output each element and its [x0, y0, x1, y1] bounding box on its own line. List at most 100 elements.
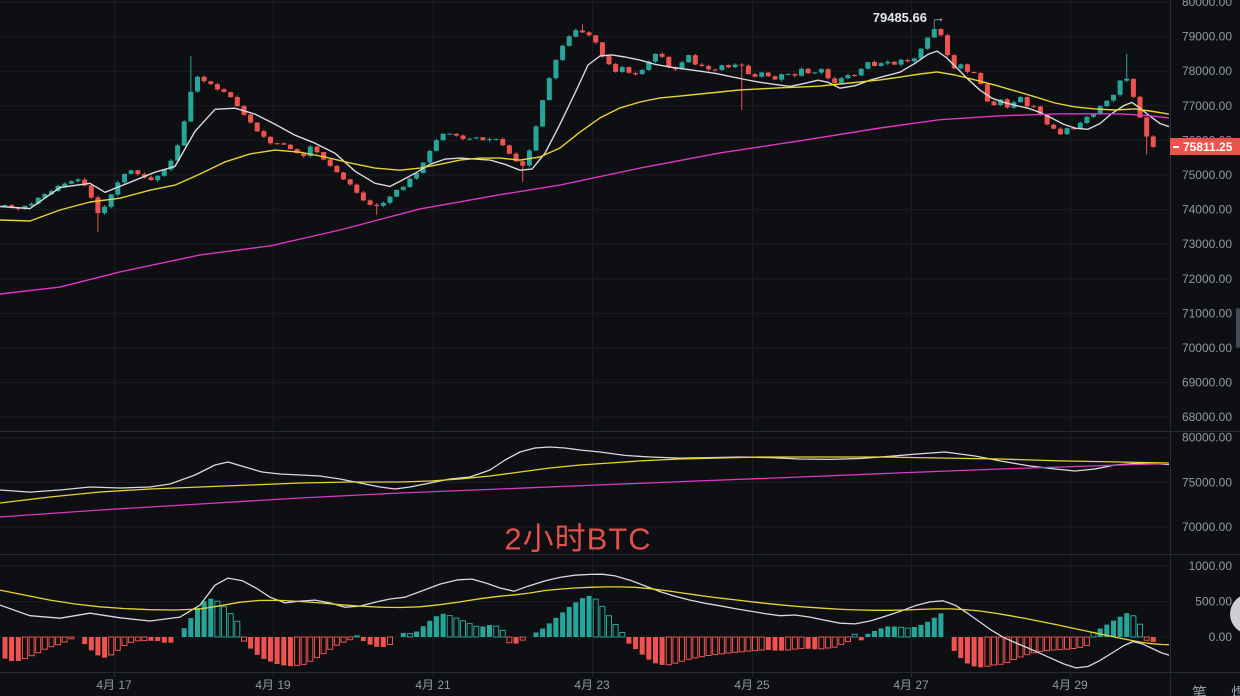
histogram-bar [274, 637, 280, 664]
candle-body [9, 205, 15, 208]
histogram-bar [241, 636, 247, 642]
candle-body [1038, 106, 1043, 115]
candle-body [918, 48, 924, 59]
candle-body [88, 185, 94, 198]
histogram-bar [765, 637, 771, 650]
x-axis-label: 4月 21 [415, 678, 451, 692]
histogram-bar [779, 637, 785, 651]
histogram-bar [1064, 636, 1070, 650]
histogram-bar [865, 633, 871, 637]
histogram-bar [712, 636, 719, 656]
histogram-bar [281, 637, 287, 666]
histogram-bar [805, 637, 811, 649]
histogram-bar [772, 637, 778, 651]
price-axis-label: 78000.00 [1182, 64, 1232, 78]
histogram-bar [374, 637, 380, 647]
histogram-bar [121, 636, 128, 646]
candle-body [427, 151, 433, 163]
histogram-bar [406, 633, 413, 638]
histogram-bar [745, 636, 752, 652]
histogram-bar [68, 636, 75, 640]
histogram-bar [872, 631, 877, 637]
histogram-bar [1097, 628, 1103, 637]
candle-body [274, 143, 280, 145]
candle-body [805, 68, 811, 74]
candle-body [334, 165, 340, 173]
histogram-bar [752, 636, 758, 652]
indicator-line [0, 113, 1169, 295]
histogram-bar [268, 637, 273, 662]
candle-body [765, 72, 771, 77]
histogram-bar [148, 637, 154, 641]
candle-body [115, 182, 121, 195]
histogram-bar [161, 637, 167, 643]
histogram-bar [367, 637, 373, 645]
last-price-value: 75811.25 [1183, 139, 1233, 154]
histogram-bar [446, 615, 453, 638]
histogram-bar [898, 626, 905, 638]
histogram-bar [380, 637, 386, 647]
candle-body [1031, 106, 1037, 108]
candle-body [487, 139, 492, 141]
histogram-bar [606, 615, 612, 638]
histogram-bar [692, 636, 699, 659]
histogram-bar [340, 636, 347, 643]
candle-body [712, 69, 718, 71]
candle-body [268, 136, 273, 144]
histogram-bar [327, 636, 334, 650]
histogram-bar [858, 637, 864, 641]
histogram-bar [1083, 636, 1090, 646]
histogram-bar [333, 636, 340, 646]
histogram-bar [480, 626, 486, 637]
floating-button[interactable] [1230, 594, 1240, 634]
scrollbar-thumb[interactable] [1236, 308, 1240, 348]
histogram-bar [612, 624, 619, 638]
candle-body [659, 53, 665, 57]
candle-body [1144, 117, 1150, 137]
histogram-bar [845, 636, 851, 643]
histogram-bar [48, 636, 55, 648]
price-axis-label: 70000.00 [1182, 341, 1232, 355]
candle-body [739, 64, 745, 66]
histogram-bar [1037, 636, 1044, 652]
histogram-bar [791, 636, 798, 650]
candle-body [248, 114, 254, 123]
candle-body [945, 35, 950, 56]
histogram-bar [387, 636, 393, 645]
price-tick-dash [1173, 145, 1179, 148]
price-axis-label: 73000.00 [1182, 237, 1232, 251]
histogram-bar [347, 636, 354, 641]
candle-body [706, 66, 712, 70]
histogram-bar [1104, 624, 1110, 637]
histogram-bar [1130, 615, 1137, 638]
candle-body [646, 61, 652, 70]
histogram-bar [427, 620, 433, 637]
candle-body [453, 133, 459, 136]
histogram-bar [1057, 636, 1064, 651]
histogram-bar [951, 637, 957, 651]
candle-body [1077, 122, 1083, 129]
histogram-bar [400, 632, 406, 637]
histogram-bar [925, 621, 931, 637]
histogram-bar [82, 637, 88, 645]
candle-body [838, 78, 844, 83]
histogram-bar [931, 617, 937, 637]
candle-body [745, 65, 751, 75]
indicator-line [0, 71, 1169, 222]
histogram-bar [487, 625, 492, 637]
histogram-bar [991, 636, 997, 666]
histogram-bar [971, 637, 977, 667]
indicator-line [0, 573, 1169, 669]
candle-body [666, 56, 672, 68]
histogram-bar [738, 636, 745, 653]
histogram-bar [646, 637, 652, 660]
histogram-bar [460, 620, 466, 638]
candle-body [779, 74, 785, 80]
histogram-bar [287, 637, 293, 667]
candle-body [221, 89, 227, 92]
candle-body [135, 170, 141, 175]
macd-histogram-layer [2, 595, 1156, 668]
histogram-bar [473, 625, 480, 638]
